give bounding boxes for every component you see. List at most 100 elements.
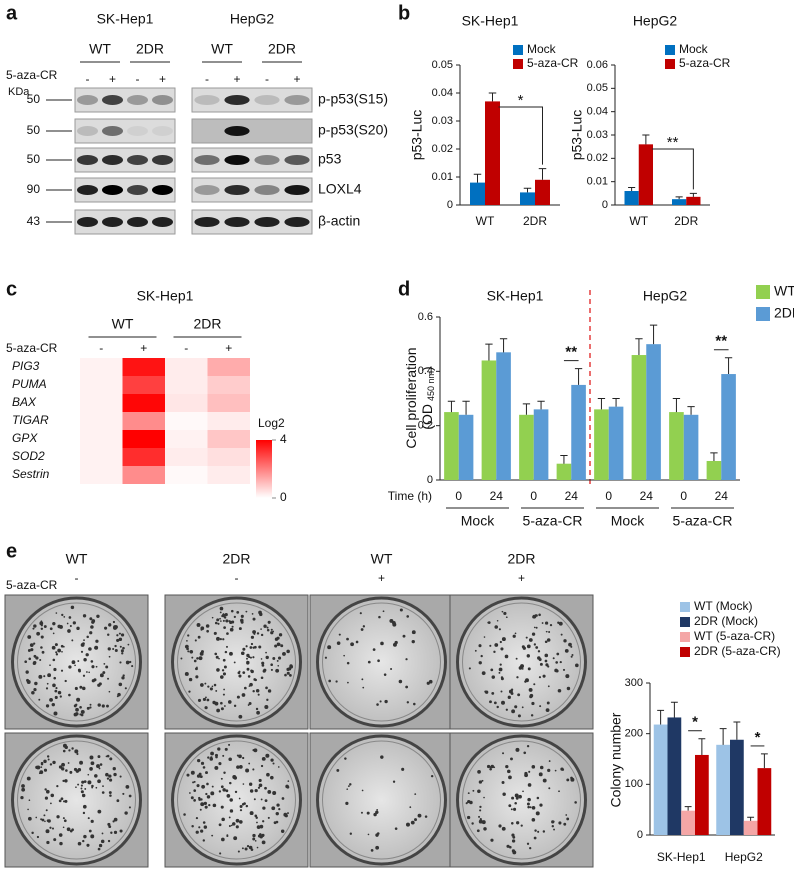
colony-dot: [211, 616, 214, 619]
colony-dot: [79, 685, 83, 689]
colony-dot: [89, 706, 92, 709]
colony-dot: [40, 627, 44, 631]
colony-dot: [55, 612, 58, 614]
colony-dot: [112, 767, 116, 771]
colony-dot: [561, 768, 565, 771]
y-axis-close: ): [419, 366, 435, 371]
legend-swatch: [680, 617, 690, 627]
colony-dot: [270, 628, 273, 631]
colony-dot: [222, 788, 226, 792]
colony-dot: [221, 837, 225, 842]
bar: [520, 192, 535, 205]
colony-dot: [346, 637, 349, 641]
colony-dot: [392, 780, 396, 783]
colony-dot: [501, 610, 504, 613]
colony-dot: [548, 630, 551, 633]
error-bar: [747, 816, 755, 821]
colony-dot: [82, 614, 87, 618]
dish: [316, 596, 447, 728]
heatmap-cell: [207, 466, 250, 484]
colony-dot: [62, 779, 65, 782]
error-bar: [612, 398, 620, 407]
colony-dot: [94, 774, 98, 778]
colony-dot: [481, 671, 486, 676]
colony-dot: [101, 832, 104, 835]
colony-dot: [183, 813, 186, 816]
band: [224, 217, 250, 227]
colony-dot: [280, 644, 284, 648]
bar: [496, 352, 511, 480]
chart-title: SK-Hep1: [462, 13, 519, 29]
colony-dot: [254, 814, 258, 818]
colony-dot: [380, 755, 384, 759]
colony-dot: [250, 669, 253, 673]
colony-dot: [262, 820, 265, 823]
colony-dot: [575, 663, 579, 668]
colony-dot: [557, 688, 562, 693]
colony-dot: [243, 686, 247, 690]
colony-dot: [68, 665, 72, 669]
group-label: 2DR: [193, 316, 221, 332]
treatment-sign: -: [205, 72, 209, 86]
colony-dot: [82, 674, 86, 677]
colony-dot: [74, 686, 78, 690]
colony-dot: [267, 816, 270, 819]
error-bar: [698, 738, 706, 755]
colony-dot: [525, 636, 528, 639]
colony-dot: [465, 802, 468, 805]
colony-dot: [45, 687, 49, 690]
heatmap-cell: [207, 394, 250, 412]
colony-dot: [125, 785, 130, 789]
colony-dot: [54, 689, 58, 693]
colony-dot: [503, 611, 507, 616]
treatment-sign: -: [265, 72, 269, 86]
colony-dot: [494, 643, 499, 647]
legend-label: Mock: [527, 42, 557, 56]
colony-dot: [541, 622, 544, 624]
colony-dot: [238, 765, 243, 769]
colony-dot: [542, 674, 546, 678]
colony-dot: [96, 764, 99, 767]
colony-dot: [242, 783, 245, 785]
y-tick-label: 0.04: [432, 87, 453, 99]
colony-dot: [528, 770, 531, 773]
colony-dot: [215, 689, 218, 692]
colony-dot: [252, 656, 255, 659]
colony-dot: [547, 685, 550, 688]
colony-dot: [527, 667, 531, 671]
colony-dot: [67, 629, 71, 633]
colony-dot: [479, 805, 482, 808]
protein-label: LOXL4: [318, 181, 362, 197]
error-bar: [499, 338, 508, 353]
colony-dot: [533, 836, 537, 840]
colony-dot: [71, 828, 74, 831]
colony-dot: [124, 811, 128, 815]
colony-dot: [66, 622, 69, 625]
colony-dot: [55, 651, 58, 654]
colony-dot: [236, 611, 240, 614]
error-bar: [760, 753, 768, 769]
dish-rim: [17, 602, 136, 722]
colony-dot: [218, 823, 222, 827]
colony-dot: [539, 803, 543, 807]
colony-dot: [87, 780, 92, 785]
colony-dot: [79, 760, 83, 765]
colony-dot: [487, 621, 491, 625]
colony-dot: [228, 825, 231, 828]
colony-dot: [68, 693, 71, 697]
colony-dot: [500, 647, 504, 651]
colony-dot: [206, 629, 209, 633]
colony-dot: [206, 698, 210, 702]
colony-dot: [201, 784, 206, 789]
colony-dot: [75, 786, 77, 788]
colony-dot: [410, 820, 415, 825]
colony-dot: [490, 668, 494, 672]
colony-dot: [193, 799, 196, 802]
colony-dot: [108, 774, 112, 778]
colony-dot: [90, 660, 94, 663]
colony-dot: [69, 770, 73, 774]
colony-dot: [107, 633, 110, 636]
colony-dot: [189, 649, 194, 654]
colony-dot: [376, 703, 379, 706]
colony-dot: [245, 804, 249, 808]
